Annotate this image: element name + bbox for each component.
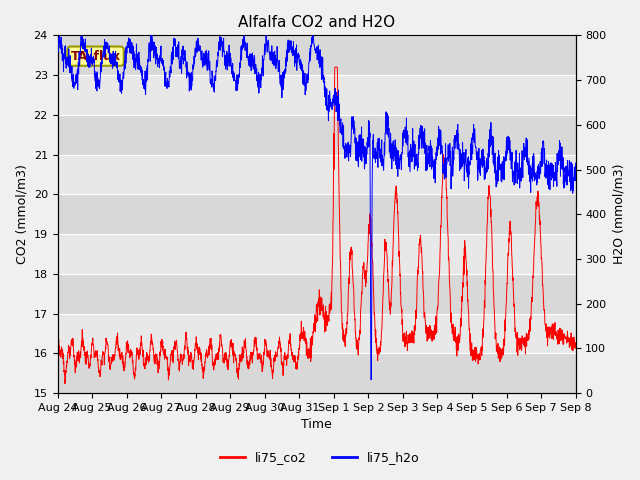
Legend: li75_co2, li75_h2o: li75_co2, li75_h2o	[215, 446, 425, 469]
Bar	[58, 353, 575, 393]
Bar	[58, 313, 575, 353]
Y-axis label: CO2 (mmol/m3): CO2 (mmol/m3)	[15, 164, 28, 264]
Text: TA_flux: TA_flux	[70, 49, 120, 63]
Bar	[58, 155, 575, 194]
Title: Alfalfa CO2 and H2O: Alfalfa CO2 and H2O	[238, 15, 395, 30]
X-axis label: Time: Time	[301, 419, 332, 432]
Bar	[58, 36, 575, 75]
Bar	[58, 194, 575, 234]
Bar	[58, 75, 575, 115]
Bar	[58, 274, 575, 313]
Bar	[58, 115, 575, 155]
Bar	[58, 234, 575, 274]
Y-axis label: H2O (mmol/m3): H2O (mmol/m3)	[612, 164, 625, 264]
